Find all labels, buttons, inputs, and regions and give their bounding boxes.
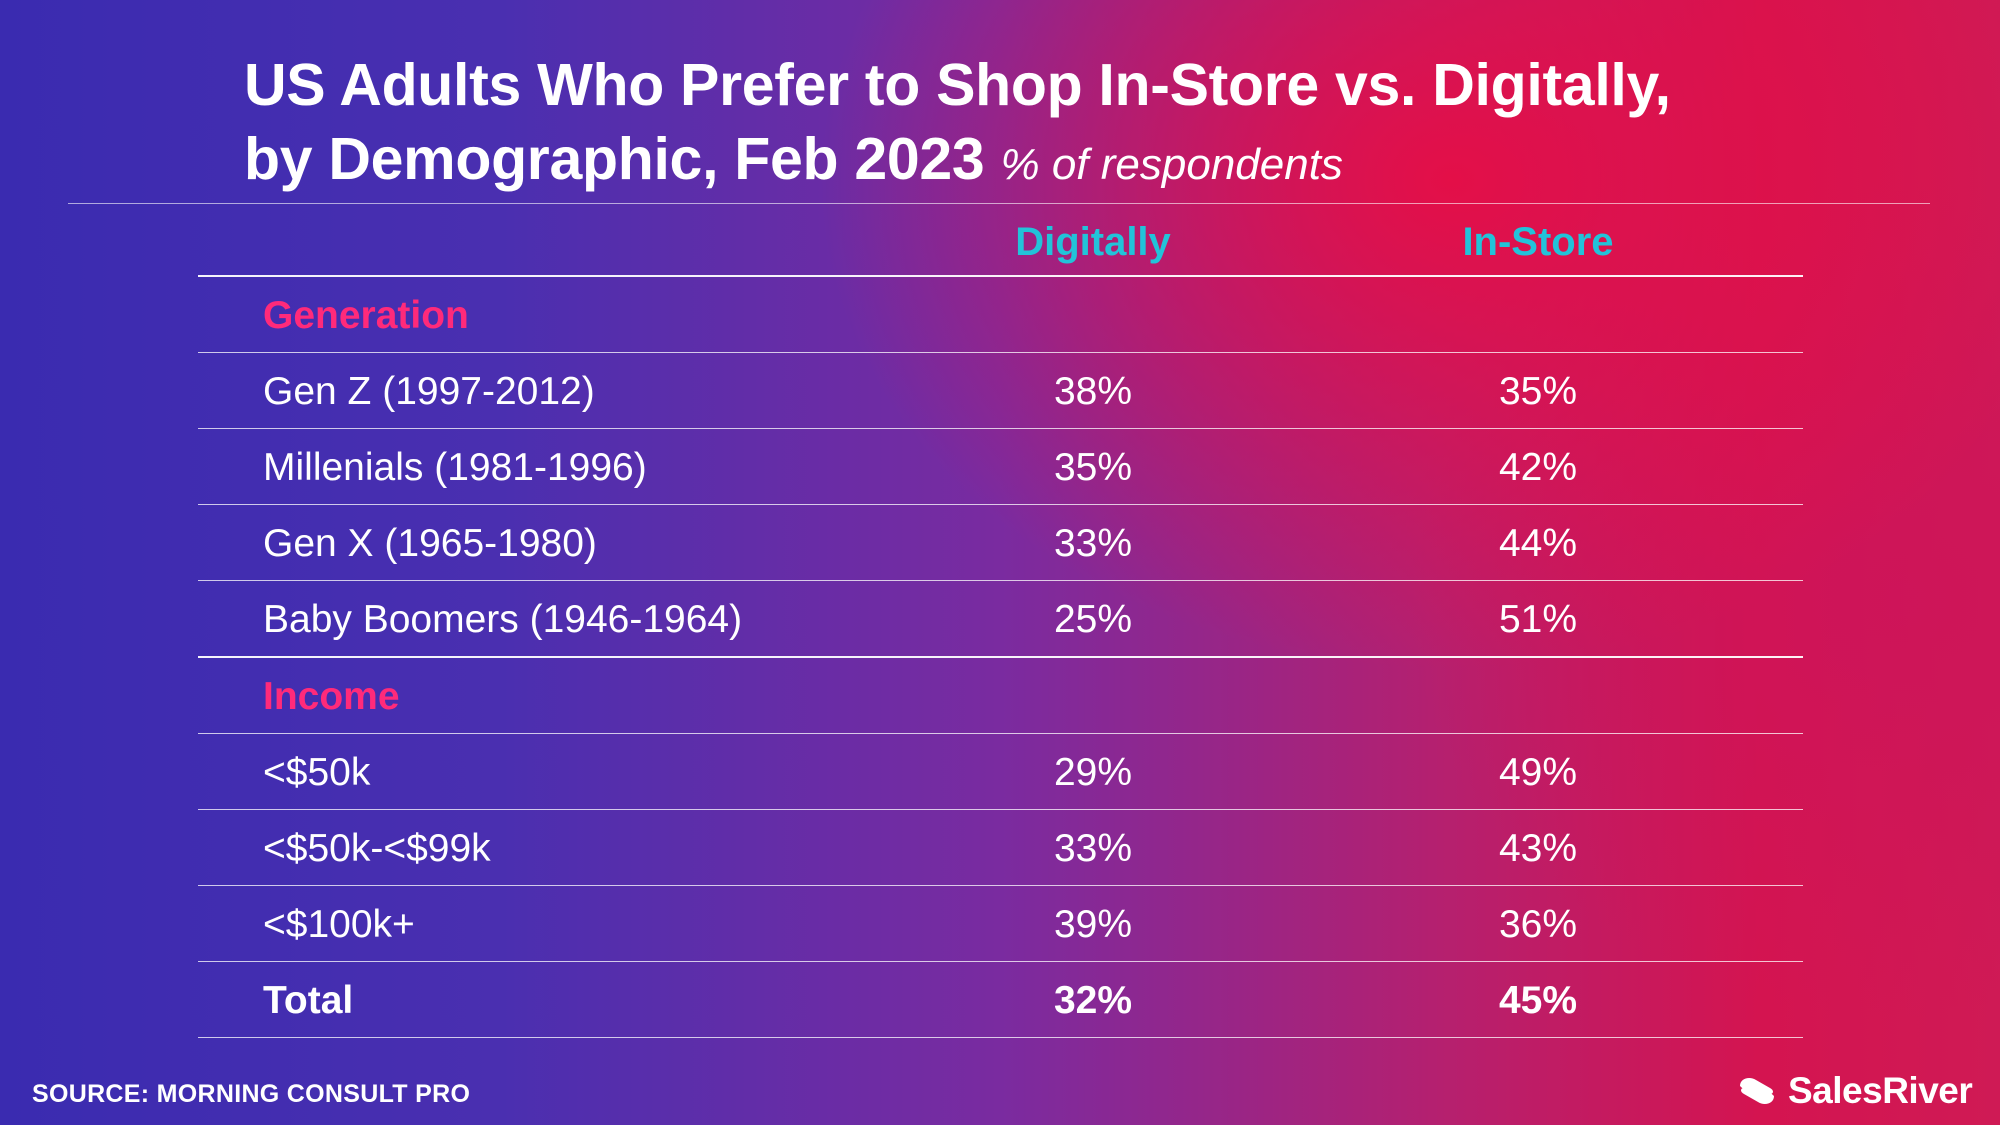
section-header-income: Income <box>198 658 1803 734</box>
title-line-2-text: by Demographic, Feb 2023 <box>244 126 985 192</box>
in-store-value: 44% <box>1498 522 1578 565</box>
total-in-store-value: 45% <box>1498 979 1578 1022</box>
digitally-value: 39% <box>1053 903 1133 946</box>
section-label: Income <box>263 675 400 718</box>
in-store-value: 49% <box>1498 751 1578 794</box>
title-line-1: US Adults Who Prefer to Shop In-Store vs… <box>244 52 1671 118</box>
row-label: Baby Boomers (1946-1964) <box>263 598 743 641</box>
in-store-value: 42% <box>1498 446 1578 489</box>
row-label: <$100k+ <box>263 903 415 946</box>
row-label: Gen X (1965-1980) <box>263 522 597 565</box>
chart-title: US Adults Who Prefer to Shop In-Store vs… <box>244 48 1944 202</box>
source-note: SOURCE: MORNING CONSULT PRO <box>32 1080 471 1108</box>
table-row: <$50k 29% 49% <box>198 734 1803 810</box>
in-store-value: 35% <box>1498 370 1578 413</box>
column-header-in-store: In-Store <box>1462 220 1614 264</box>
digitally-value: 29% <box>1053 751 1133 794</box>
subtitle: % of respondents <box>1000 140 1343 189</box>
title-line-2: by Demographic, Feb 2023 % of respondent… <box>244 122 1944 202</box>
table-header: Digitally In-Store <box>198 200 1803 277</box>
table-row: Baby Boomers (1946-1964) 25% 51% <box>198 581 1803 658</box>
total-digitally-value: 32% <box>1053 979 1133 1022</box>
table-row: <$50k-<$99k 33% 43% <box>198 810 1803 886</box>
digitally-value: 38% <box>1053 370 1133 413</box>
table-row: Gen Z (1997-2012) 38% 35% <box>198 353 1803 429</box>
row-label: <$50k <box>263 751 371 794</box>
total-row: Total 32% 45% <box>198 962 1803 1038</box>
in-store-value: 51% <box>1498 598 1578 641</box>
in-store-value: 36% <box>1498 903 1578 946</box>
digitally-value: 25% <box>1053 598 1133 641</box>
row-label: Gen Z (1997-2012) <box>263 370 595 413</box>
section-label: Generation <box>263 294 469 337</box>
total-label: Total <box>263 979 354 1022</box>
digitally-value: 35% <box>1053 446 1133 489</box>
in-store-value: 43% <box>1498 827 1578 870</box>
salesriver-logo-icon <box>1740 1078 1774 1104</box>
digitally-value: 33% <box>1053 522 1133 565</box>
table-row: <$100k+ 39% 36% <box>198 886 1803 962</box>
row-label: Millenials (1981-1996) <box>263 446 647 489</box>
data-table: Digitally In-Store Generation Gen Z (199… <box>198 200 1803 1038</box>
table-row: Millenials (1981-1996) 35% 42% <box>198 429 1803 505</box>
title-divider <box>68 203 1930 204</box>
row-label: <$50k-<$99k <box>263 827 491 870</box>
section-header-generation: Generation <box>198 277 1803 353</box>
brand-name: SalesRiver <box>1788 1070 1973 1111</box>
column-header-digitally: Digitally <box>1015 220 1171 264</box>
brand-logo: SalesRiver <box>1736 1070 1973 1112</box>
table-row: Gen X (1965-1980) 33% 44% <box>198 505 1803 581</box>
digitally-value: 33% <box>1053 827 1133 870</box>
